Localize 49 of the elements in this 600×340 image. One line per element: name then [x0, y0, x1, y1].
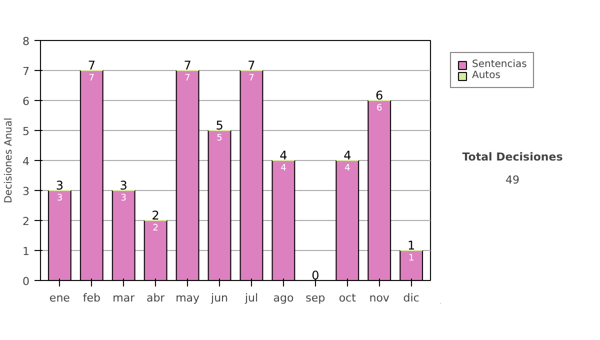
x-tick-label: may [176, 292, 200, 304]
x-tick-label: ene [49, 292, 70, 304]
y-axis-title: Decisiones Anual [4, 118, 14, 204]
y-tick-label: 4 [22, 155, 30, 168]
total-label: 6 [376, 88, 384, 102]
data-label: 2 [152, 224, 158, 234]
data-label: 1 [408, 254, 414, 264]
total-label: 0 [312, 268, 320, 282]
x-tick-label: dic [403, 292, 420, 304]
data-label: 6 [376, 104, 382, 114]
text: Total Decisiones [462, 150, 564, 164]
total-label: 7 [184, 58, 192, 72]
legend-label: Autos [472, 70, 500, 81]
total-label: 1 [408, 238, 416, 252]
x-tick-label: nov [369, 292, 390, 304]
data-label: 5 [216, 134, 222, 144]
data-label: 7 [248, 74, 254, 84]
text: 49 [506, 174, 520, 186]
y-tick-label: 7 [22, 65, 30, 78]
x-tick-label: sep [306, 292, 326, 304]
total-label: 2 [152, 208, 160, 222]
y-tick-label: 6 [22, 95, 30, 108]
y-tick-label: 2 [22, 215, 30, 228]
y-tick-label: 3 [22, 185, 30, 198]
y-tick-label: 0 [22, 275, 30, 288]
total-label: 5 [216, 118, 224, 132]
x-tick-label: feb [82, 292, 100, 304]
x-tick-label: oct [338, 292, 357, 304]
data-label: 7 [184, 74, 190, 84]
y-tick-label: 5 [22, 125, 30, 138]
y-tick-label: 1 [22, 245, 30, 258]
total-label: 3 [56, 178, 64, 192]
x-tick-label: ago [273, 292, 294, 304]
data-label: 3 [120, 194, 126, 204]
total-label: 7 [88, 58, 96, 72]
data-label: 3 [56, 194, 63, 204]
x-tick-label: mar [112, 292, 136, 304]
x-tick-label: jul [244, 292, 258, 304]
total-label: 3 [120, 178, 128, 192]
data-label: 4 [344, 164, 351, 174]
data-label: 7 [88, 74, 95, 84]
y-tick-label: 8 [22, 35, 30, 48]
legend-label: Sentencias [472, 59, 527, 70]
total-label: 7 [248, 58, 256, 72]
total-label: 4 [344, 148, 352, 162]
x-tick-label: jun [210, 292, 228, 304]
x-tick-label: abr [146, 292, 166, 304]
data-label: 4 [280, 164, 287, 174]
total-label: 4 [280, 148, 288, 162]
